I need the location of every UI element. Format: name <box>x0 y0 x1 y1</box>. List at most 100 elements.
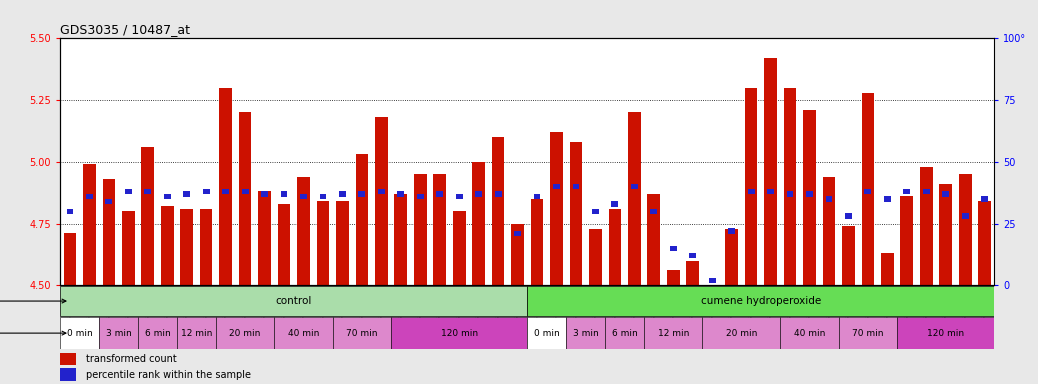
Bar <box>63 233 76 285</box>
Bar <box>144 189 152 194</box>
Bar <box>573 184 579 189</box>
Bar <box>453 211 465 285</box>
Bar <box>807 191 813 197</box>
Bar <box>278 204 291 285</box>
Bar <box>317 201 329 285</box>
Bar <box>394 194 407 285</box>
Bar <box>274 318 332 349</box>
Text: 40 min: 40 min <box>288 329 319 338</box>
Bar <box>567 318 605 349</box>
Text: control: control <box>275 296 312 306</box>
Bar <box>125 189 132 194</box>
Bar <box>530 199 543 285</box>
Bar <box>60 353 76 365</box>
Bar <box>200 209 213 285</box>
Bar <box>651 209 657 214</box>
Bar <box>436 191 443 197</box>
Text: cumene hydroperoxide: cumene hydroperoxide <box>701 296 821 306</box>
Bar <box>300 194 307 199</box>
Bar <box>280 191 288 197</box>
Bar <box>590 228 602 285</box>
Bar <box>842 226 854 285</box>
Bar <box>398 191 404 197</box>
Bar <box>332 318 391 349</box>
Bar <box>66 209 74 214</box>
Bar <box>644 318 703 349</box>
Text: 70 min: 70 min <box>346 329 378 338</box>
Text: GDS3035 / 10487_at: GDS3035 / 10487_at <box>60 23 190 36</box>
Text: 70 min: 70 min <box>852 329 883 338</box>
Bar <box>570 142 582 285</box>
Bar <box>86 194 92 199</box>
Text: time: time <box>0 328 66 338</box>
Bar <box>726 228 738 285</box>
Bar <box>825 196 832 202</box>
Bar <box>122 211 135 285</box>
Bar <box>262 191 268 197</box>
Bar <box>803 110 816 285</box>
Bar <box>356 154 368 285</box>
Bar <box>475 191 482 197</box>
Bar <box>378 189 385 194</box>
Bar <box>920 167 932 285</box>
Text: 12 min: 12 min <box>181 329 212 338</box>
Bar <box>202 189 210 194</box>
Bar <box>320 194 326 199</box>
Text: 6 min: 6 min <box>611 329 637 338</box>
Text: transformed count: transformed count <box>86 354 176 364</box>
Bar <box>391 318 527 349</box>
Bar <box>495 191 501 197</box>
Bar <box>99 318 138 349</box>
Bar <box>414 174 427 285</box>
Bar <box>550 132 563 285</box>
Bar <box>239 113 251 285</box>
Bar <box>336 201 349 285</box>
Bar <box>592 209 599 214</box>
Bar <box>514 231 521 236</box>
Bar <box>608 209 621 285</box>
Bar <box>962 214 968 219</box>
Bar <box>764 58 776 285</box>
Text: 120 min: 120 min <box>927 329 964 338</box>
Bar <box>184 191 190 197</box>
Text: 20 min: 20 min <box>726 329 757 338</box>
Bar <box>456 194 463 199</box>
Bar <box>60 286 527 316</box>
Bar <box>492 137 504 285</box>
Bar <box>703 318 781 349</box>
Bar <box>222 189 229 194</box>
Bar <box>943 191 949 197</box>
Text: 120 min: 120 min <box>440 329 477 338</box>
Bar <box>83 164 95 285</box>
Bar <box>648 194 660 285</box>
Bar <box>258 192 271 285</box>
Bar <box>527 286 994 316</box>
Bar <box>631 184 637 189</box>
Bar <box>553 184 559 189</box>
Bar <box>60 369 76 381</box>
Bar <box>60 318 99 349</box>
Bar <box>901 197 913 285</box>
Bar <box>787 191 793 197</box>
Text: percentile rank within the sample: percentile rank within the sample <box>86 370 251 380</box>
Bar <box>865 189 871 194</box>
Bar <box>417 194 424 199</box>
Bar <box>141 147 154 285</box>
Bar <box>375 118 387 285</box>
Bar <box>862 93 874 285</box>
Bar <box>745 88 758 285</box>
Bar <box>767 189 774 194</box>
Text: agent: agent <box>0 296 66 306</box>
Bar <box>472 162 485 285</box>
Bar <box>138 318 176 349</box>
Bar <box>823 177 836 285</box>
Bar <box>242 189 248 194</box>
Bar <box>747 189 755 194</box>
Bar <box>923 189 930 194</box>
Text: 0 min: 0 min <box>66 329 92 338</box>
Bar <box>181 209 193 285</box>
Bar <box>103 179 115 285</box>
Bar <box>358 191 365 197</box>
Bar <box>709 278 715 283</box>
Bar <box>689 253 696 258</box>
